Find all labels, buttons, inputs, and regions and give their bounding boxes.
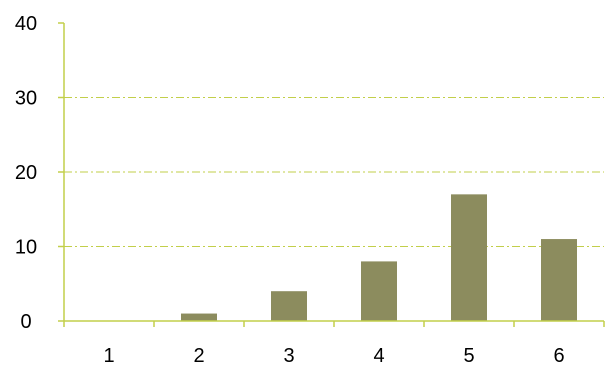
tick-labels: 0 10 20 30 40 1 2 3 4 5 6 [15, 13, 565, 365]
x-tick-label-3: 3 [283, 345, 294, 365]
y-tick-label-30: 30 [15, 88, 37, 110]
bar-4 [361, 261, 397, 321]
gridlines [64, 97, 604, 247]
bar-6 [541, 239, 577, 321]
bars [181, 194, 577, 321]
x-tick-label-6: 6 [553, 345, 564, 365]
y-tick-label-40: 40 [15, 13, 37, 35]
x-tick-label-1: 1 [103, 345, 114, 365]
y-tick-label-0: 0 [20, 311, 31, 333]
bar-3 [271, 291, 307, 321]
y-tick-label-20: 20 [15, 162, 37, 184]
bar-5 [451, 194, 487, 321]
x-tick-label-2: 2 [193, 345, 204, 365]
y-tick-label-10: 10 [15, 237, 37, 259]
bar-2 [181, 313, 217, 321]
axes [58, 22, 605, 327]
x-tick-label-4: 4 [373, 345, 384, 365]
x-tick-label-5: 5 [463, 345, 474, 365]
